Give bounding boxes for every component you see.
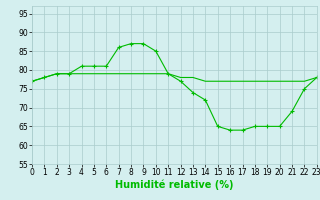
X-axis label: Humidité relative (%): Humidité relative (%) (115, 180, 234, 190)
